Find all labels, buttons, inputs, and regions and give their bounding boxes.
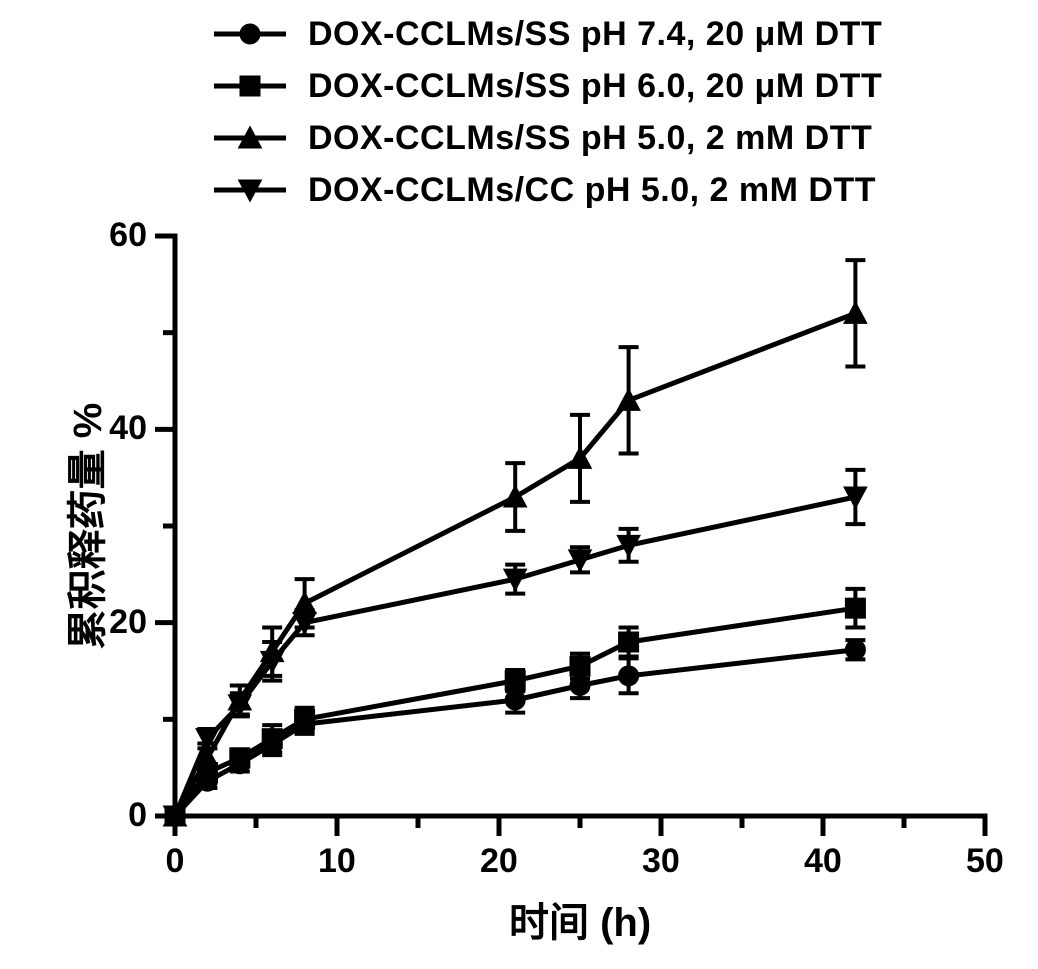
legend-sample: [210, 66, 290, 106]
x-axis-title: 时间 (h): [509, 890, 651, 948]
x-tick-label: 30: [642, 842, 680, 881]
legend-sample: [210, 14, 290, 54]
plot-wrap: 累积释药量 % 时间 (h) 0 20 40 60 0 10 20 30 40 50: [0, 216, 1038, 969]
x-tick-label: 0: [166, 842, 185, 881]
legend-item: DOX-CCLMs/SS pH 6.0, 20 μM DTT: [210, 60, 990, 112]
y-tick-label: 0: [128, 796, 147, 835]
legend-item: DOX-CCLMs/SS pH 7.4, 20 μM DTT: [210, 8, 990, 60]
y-axis-title: 累积释药量 %: [55, 396, 113, 656]
legend-label: DOX-CCLMs/CC pH 5.0, 2 mM DTT: [308, 171, 876, 210]
legend: DOX-CCLMs/SS pH 7.4, 20 μM DTT DOX-CCLMs/…: [210, 8, 990, 216]
figure: DOX-CCLMs/SS pH 7.4, 20 μM DTT DOX-CCLMs/…: [0, 0, 1038, 969]
x-tick-label: 50: [966, 842, 1004, 881]
legend-sample: [210, 118, 290, 158]
x-tick-label: 20: [480, 842, 518, 881]
y-tick-label: 40: [109, 409, 147, 448]
y-tick-label: 60: [109, 216, 147, 255]
x-tick-label: 10: [318, 842, 356, 881]
legend-item: DOX-CCLMs/SS pH 5.0, 2 mM DTT: [210, 112, 990, 164]
legend-label: DOX-CCLMs/SS pH 7.4, 20 μM DTT: [308, 15, 882, 54]
legend-item: DOX-CCLMs/CC pH 5.0, 2 mM DTT: [210, 164, 990, 216]
x-tick-label: 40: [804, 842, 842, 881]
y-tick-label: 20: [109, 603, 147, 642]
plot-svg: [0, 216, 1038, 969]
legend-sample: [210, 170, 290, 210]
legend-label: DOX-CCLMs/SS pH 6.0, 20 μM DTT: [308, 67, 882, 106]
legend-label: DOX-CCLMs/SS pH 5.0, 2 mM DTT: [308, 119, 872, 158]
